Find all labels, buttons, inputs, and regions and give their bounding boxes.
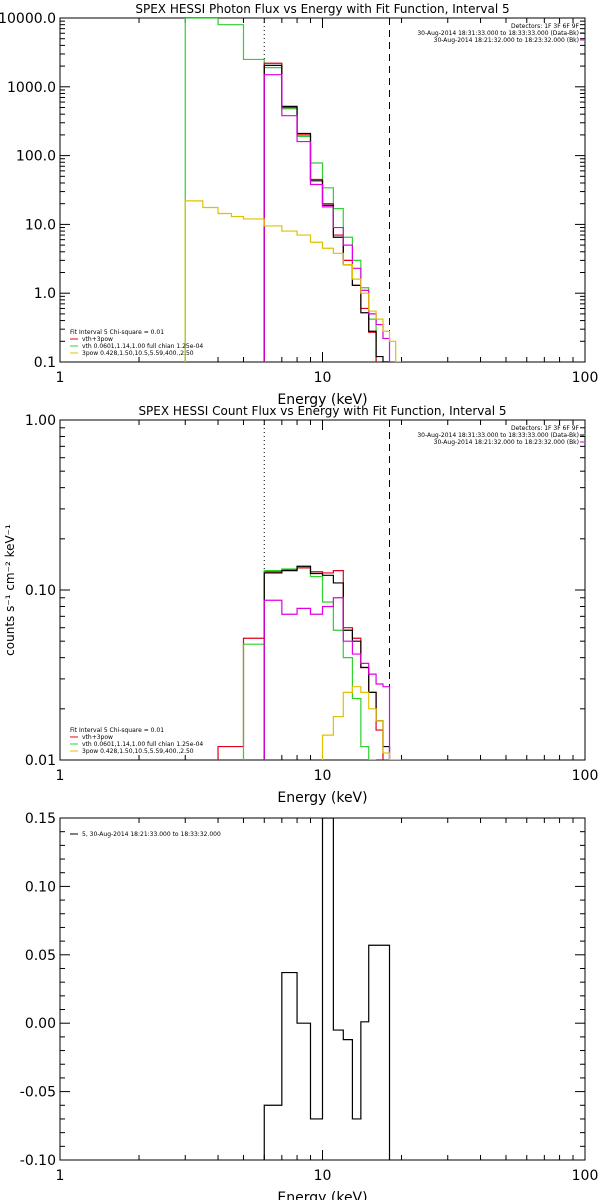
fit-info-text: vth 0.0601,1.14,1.00 full chian 1.25e-04 xyxy=(82,343,203,350)
y-tick-label: 10000.0 xyxy=(0,11,56,27)
fit-info-text: 3pow 0.428,1.50,10.5,5.59,400.,2.50 xyxy=(82,350,194,357)
info-text: 30-Aug-2014 18:21:32.000 to 18:23:32.000… xyxy=(434,37,579,44)
chart-title: SPEX HESSI Photon Flux vs Energy with Fi… xyxy=(135,2,509,16)
info-text: 30-Aug-2014 18:21:32.000 to 18:23:32.000… xyxy=(434,439,579,446)
fit-info-text: vth+3pow xyxy=(82,734,113,741)
x-tick-label: 10 xyxy=(314,1168,332,1184)
chart-title: SPEX HESSI Count Flux vs Energy with Fit… xyxy=(138,404,506,418)
x-tick-label: 100 xyxy=(572,768,599,784)
fit-info-text: Fit Interval 5 Chi-square = 0.01 xyxy=(70,329,164,336)
x-tick-label: 1 xyxy=(56,1168,65,1184)
series-black-line xyxy=(263,565,391,760)
series-yellow-line xyxy=(321,686,402,760)
y-tick-label: 0.1 xyxy=(34,355,56,371)
y-tick-label: 0.01 xyxy=(25,753,56,769)
x-axis-label: Energy (keV) xyxy=(277,392,367,408)
y-tick-label: 0.10 xyxy=(25,879,56,895)
fit-info-text: vth+3pow xyxy=(82,336,113,343)
chart-panel-1: SPEX HESSI Photon Flux vs Energy with Fi… xyxy=(0,2,598,408)
y-tick-label: 0.10 xyxy=(25,583,56,599)
y-tick-label: 1.0 xyxy=(34,286,56,302)
fit-info-text: Fit Interval 5 Chi-square = 0.01 xyxy=(70,727,164,734)
info-text: Detectors: 1F 3F 6F 9F xyxy=(511,23,580,30)
x-axis-label: Energy (keV) xyxy=(277,790,367,806)
chart-panel-3: Energy (keV) 1 10 100 -0.10 -0.05 0.00 0.05 0.10… xyxy=(20,811,599,1200)
series-green-line xyxy=(184,18,390,362)
series-black-line xyxy=(263,64,390,362)
x-tick-label: 10 xyxy=(314,370,332,386)
y-tick-label: 0.05 xyxy=(25,948,56,964)
y-tick-label: 0.15 xyxy=(25,811,56,827)
series-magenta-line xyxy=(263,74,391,362)
y-tick-label: -0.10 xyxy=(20,1153,56,1169)
x-tick-label: 1 xyxy=(56,768,65,784)
info-text: Detectors: 1F 3F 6F 9F xyxy=(511,425,580,432)
x-tick-label: 100 xyxy=(572,370,599,386)
y-tick-label: -0.05 xyxy=(20,1085,56,1101)
series-magenta-line xyxy=(263,597,391,760)
y-tick-label: 0.00 xyxy=(25,1016,56,1032)
chart-panel-2: SPEX HESSI Count Flux vs Energy with Fit… xyxy=(3,404,598,806)
series-red-line xyxy=(217,567,402,760)
info-text: 30-Aug-2014 18:31:33.000 to 18:33:33.000… xyxy=(417,30,579,37)
fit-info-text: 3pow 0.428,1.50,10.5,5.59,400.,2.50 xyxy=(82,748,194,755)
series-yellow-line xyxy=(184,200,402,362)
y-axis-label: counts s⁻¹ cm⁻² keV⁻¹ xyxy=(3,524,17,656)
y-tick-label: 10.0 xyxy=(25,217,56,233)
x-tick-label: 10 xyxy=(314,768,332,784)
x-tick-label: 100 xyxy=(572,1168,599,1184)
x-tick-label: 1 xyxy=(56,370,65,386)
y-tick-label: 1.00 xyxy=(25,413,56,429)
info-text: 30-Aug-2014 18:31:33.000 to 18:33:33.000… xyxy=(417,432,579,439)
x-axis-label: Energy (keV) xyxy=(277,1190,367,1200)
series-black-line xyxy=(263,818,391,1160)
legend-entry: 5, 30-Aug-2014 18:21:33.000 to 18:33:32.… xyxy=(82,831,221,838)
series-green-line xyxy=(242,566,377,760)
y-tick-label: 100.0 xyxy=(16,149,56,165)
fit-info-text: vth 0.0601,1.14,1.00 full chian 1.25e-04 xyxy=(82,741,203,748)
y-tick-label: 1000.0 xyxy=(7,80,56,96)
